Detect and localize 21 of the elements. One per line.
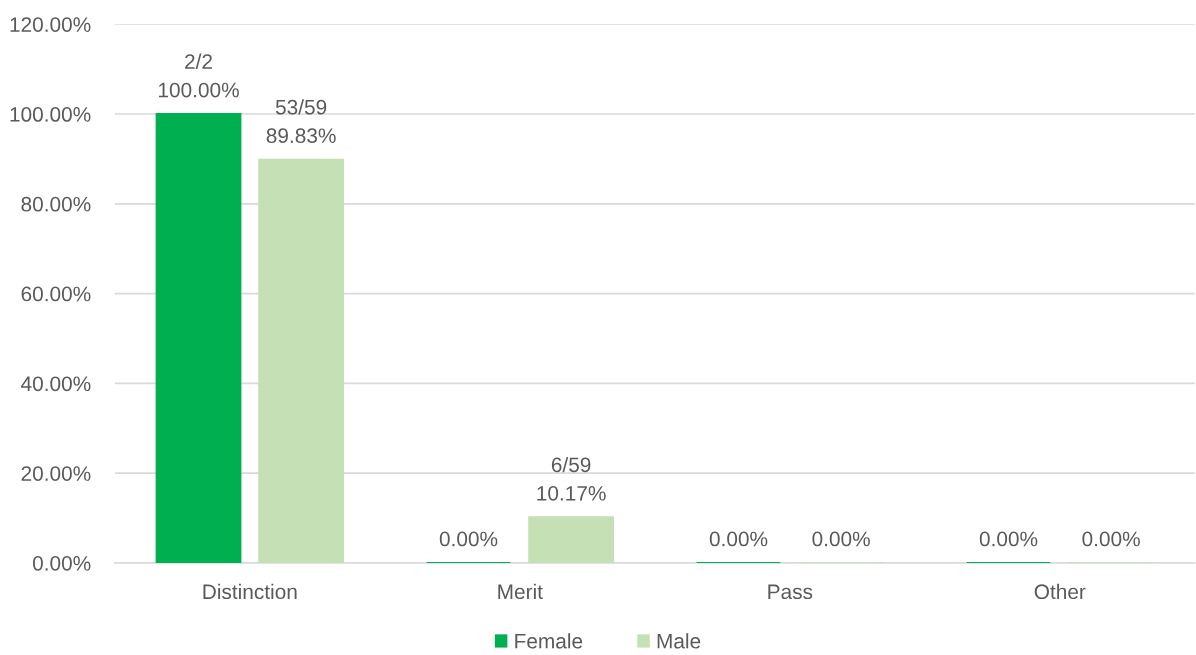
y-tick-label: 60.00%	[21, 286, 91, 302]
x-tick-label: Distinction	[203, 583, 297, 600]
data-label: 0.00%	[709, 531, 768, 547]
y-tick-label: 20.00%	[21, 466, 91, 481]
data-label: 53/59 89.83%	[266, 99, 336, 144]
legend-label: Female	[515, 633, 583, 649]
data-label: 2/2 100.00%	[158, 53, 239, 98]
x-tick-label: Pass	[768, 584, 813, 600]
y-tick-label: 40.00%	[21, 376, 91, 392]
data-label: 0.00%	[979, 531, 1038, 547]
y-tick-label: 80.00%	[21, 196, 91, 212]
data-label: 0.00%	[1082, 531, 1140, 547]
x-tick-label: Other	[1034, 583, 1086, 600]
legend-label: Male	[657, 633, 701, 649]
y-tick-label: 120.00%	[10, 17, 91, 32]
y-tick-label: 100.00%	[10, 107, 91, 122]
data-label: 0.00%	[812, 531, 870, 547]
y-tick-label: 0.00%	[32, 555, 91, 571]
data-label: 6/59 10.17%	[537, 456, 606, 501]
data-label: 0.00%	[439, 531, 498, 547]
x-tick-label: Merit	[498, 583, 543, 600]
